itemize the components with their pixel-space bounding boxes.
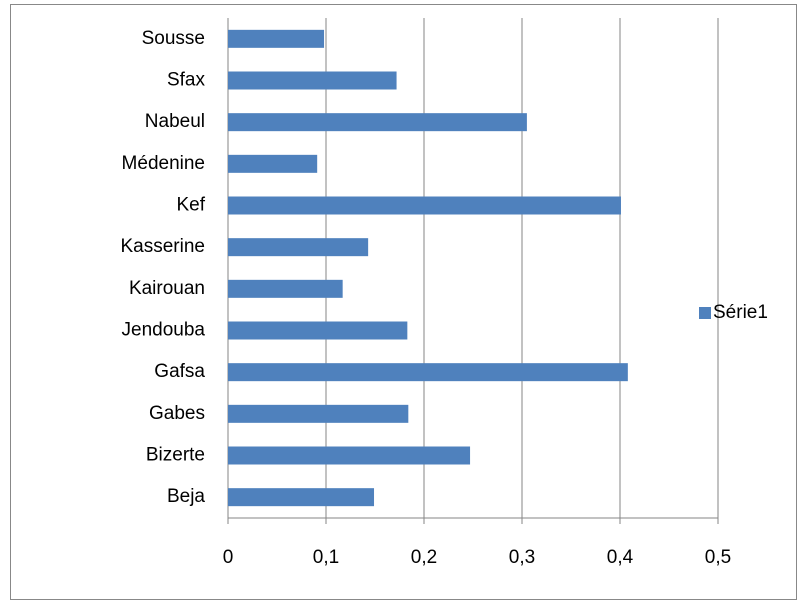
legend-swatch [699,307,711,319]
x-tick-label: 0,4 [607,547,634,568]
y-tick-label: Kasserine [121,236,206,257]
bar [228,279,343,298]
bar [228,404,409,423]
y-tick-label: Beja [167,486,205,507]
bar [228,113,527,132]
x-tick-label: 0,3 [509,547,535,568]
bar [228,196,621,215]
y-tick-label: Sfax [167,70,206,91]
bar [228,238,369,257]
x-tick-label: 0,5 [705,547,731,568]
x-tick-label: 0,2 [411,547,437,568]
bar [228,363,628,382]
x-tick-label: 0 [223,547,234,568]
legend-label: Série1 [713,302,768,323]
bar [228,446,471,465]
x-tick-label: 0,1 [313,547,339,568]
y-tick-label: Sousse [142,28,205,49]
bar [228,154,318,173]
y-tick-label: Nabeul [145,111,205,132]
bar [228,29,325,48]
y-tick-label: Jendouba [122,320,206,341]
bar [228,71,397,90]
y-tick-label: Kairouan [129,278,205,299]
y-tick-label: Gafsa [154,361,205,382]
y-tick-label: Bizerte [146,445,205,466]
chart-frame [10,4,797,600]
bar [228,321,408,340]
y-tick-label: Kef [176,195,205,216]
bar [228,488,375,507]
y-tick-label: Médenine [122,153,205,174]
y-tick-label: Gabes [149,403,205,424]
